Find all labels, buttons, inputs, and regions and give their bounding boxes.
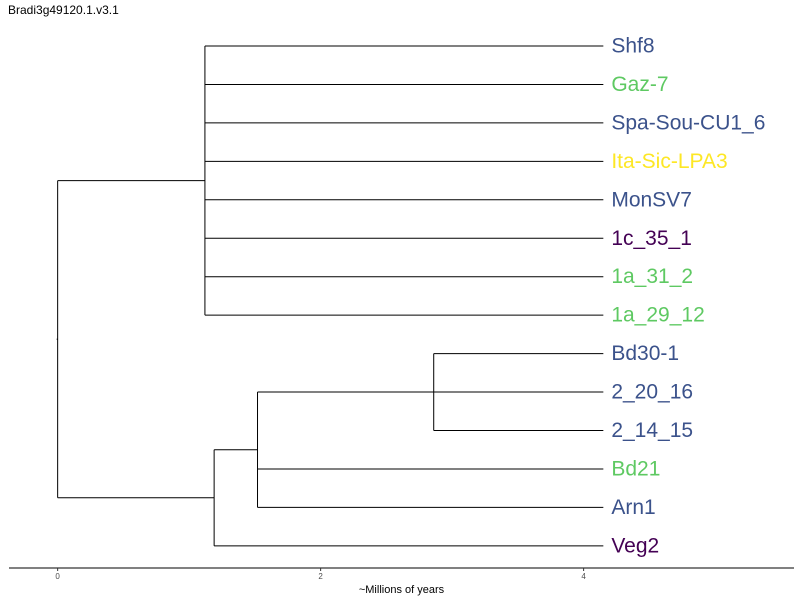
leaf-label: Spa-Sou-CU1_6 bbox=[611, 111, 765, 134]
leaf-label: 1a_29_12 bbox=[611, 304, 704, 327]
x-tick-label: 2 bbox=[318, 572, 323, 581]
leaf-label: Gaz-7 bbox=[611, 73, 668, 96]
chart-title: Bradi3g49120.1.v3.1 bbox=[8, 3, 119, 17]
leaf-label: 2_20_16 bbox=[611, 381, 693, 404]
leaf-label: Bd21 bbox=[611, 457, 660, 480]
leaf-label: Shf8 bbox=[611, 35, 654, 58]
leaf-label: 1c_35_1 bbox=[611, 227, 692, 250]
leaf-label: 2_14_15 bbox=[611, 419, 693, 442]
leaf-label: Arn1 bbox=[611, 496, 655, 519]
x-axis-label: ~Millions of years bbox=[359, 584, 445, 596]
x-axis-ticks: 0 2 4 bbox=[55, 568, 586, 581]
tree-branches bbox=[56, 45, 604, 547]
leaf-label: Ita-Sic-LPA3 bbox=[611, 150, 727, 173]
leaf-label: Veg2 bbox=[611, 534, 659, 557]
x-tick-label: 0 bbox=[55, 572, 60, 581]
leaf-label: Bd30-1 bbox=[611, 342, 679, 365]
leaf-labels: Shf8 Gaz-7 Spa-Sou-CU1_6 Ita-Sic-LPA3 MonSV7… bbox=[611, 35, 765, 558]
leaf-label: MonSV7 bbox=[611, 188, 692, 211]
x-tick-label: 4 bbox=[581, 572, 586, 581]
leaf-label: 1a_31_2 bbox=[611, 265, 693, 288]
